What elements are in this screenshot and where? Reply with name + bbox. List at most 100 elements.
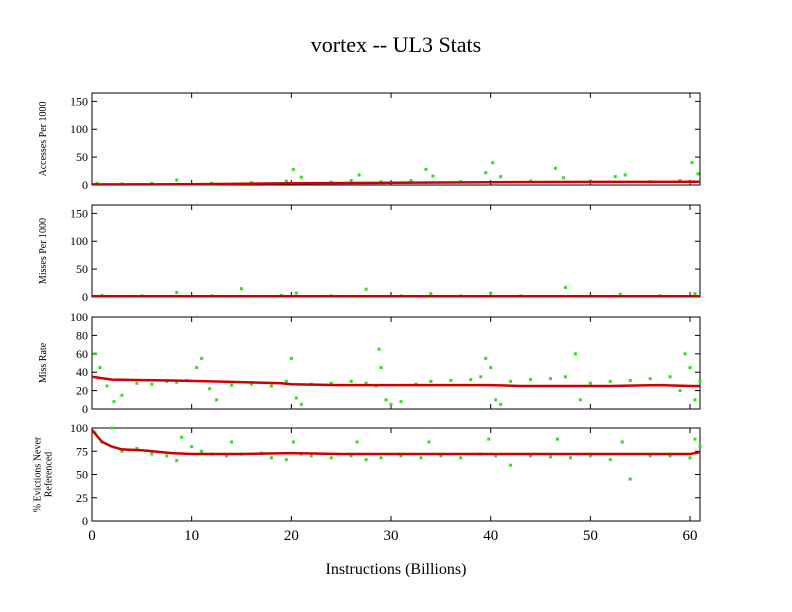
raw-data-point	[120, 393, 124, 397]
raw-data-point	[419, 456, 423, 460]
raw-data-point	[479, 375, 483, 379]
raw-data-point	[489, 366, 493, 370]
raw-data-point	[459, 456, 463, 460]
raw-data-point	[429, 379, 433, 383]
raw-data-point	[553, 166, 557, 170]
raw-data-point	[112, 400, 116, 404]
y-tick-label: 20	[76, 384, 88, 398]
average-line	[91, 429, 701, 456]
raw-data-point	[269, 456, 273, 460]
raw-data-point	[364, 381, 368, 385]
raw-data-point	[487, 437, 491, 441]
raw-data-point	[424, 167, 428, 171]
raw-data-point	[683, 352, 687, 356]
y-tick-label: 60	[76, 347, 88, 361]
raw-data-point	[364, 287, 368, 291]
x-tick-label: 50	[583, 528, 598, 544]
raw-data-point	[563, 375, 567, 379]
y-axis-label: Miss Rate	[38, 342, 49, 383]
y-axis-label: Misses Per 1000	[38, 218, 49, 284]
y-tick-label: 50	[76, 468, 88, 482]
raw-data-point	[613, 175, 617, 179]
y-tick-label: 0	[82, 402, 88, 416]
raw-data-point	[309, 454, 313, 458]
raw-data-point	[489, 291, 493, 295]
raw-data-point	[688, 456, 692, 460]
raw-data-point	[200, 356, 204, 360]
raw-data-point	[548, 455, 552, 459]
raw-data-point	[98, 366, 102, 370]
x-tick-label: 30	[384, 528, 399, 544]
average-line	[91, 375, 700, 388]
raw-data-point	[230, 440, 234, 444]
x-tick-label: 10	[184, 528, 199, 544]
raw-data-point	[269, 384, 273, 388]
y-axis-label: Referenced	[44, 452, 55, 498]
raw-data-point	[698, 445, 702, 449]
raw-data-point	[608, 458, 612, 462]
y-tick-label: 150	[70, 206, 88, 220]
raw-data-point	[494, 398, 498, 402]
raw-data-point	[349, 379, 353, 383]
raw-data-point	[165, 454, 169, 458]
raw-data-point	[696, 172, 700, 176]
y-tick-label: 150	[70, 94, 88, 108]
raw-data-point	[195, 366, 199, 370]
raw-data-point	[431, 174, 435, 178]
raw-data-point	[623, 173, 627, 177]
raw-data-point	[693, 437, 697, 441]
raw-data-point	[299, 175, 303, 179]
raw-data-point	[240, 287, 244, 291]
raw-data-point	[377, 347, 381, 351]
raw-data-point	[294, 396, 298, 400]
raw-data-point	[678, 389, 682, 393]
average-line	[91, 180, 701, 186]
raw-data-point	[180, 435, 184, 439]
raw-data-point	[93, 352, 97, 356]
raw-data-point	[110, 426, 114, 430]
raw-data-point	[284, 179, 288, 183]
raw-data-point	[379, 456, 383, 460]
raw-data-point	[690, 161, 694, 165]
raw-data-point	[668, 454, 672, 458]
raw-data-point	[509, 379, 513, 383]
raw-data-point	[175, 291, 179, 295]
y-tick-label: 80	[76, 328, 88, 342]
raw-data-point	[208, 387, 212, 391]
x-tick-label: 20	[284, 528, 299, 544]
panel-frame	[91, 92, 701, 186]
x-tick-label: 40	[483, 528, 498, 544]
raw-data-point	[499, 175, 503, 179]
raw-data-point	[135, 381, 139, 385]
raw-data-point	[568, 456, 572, 460]
raw-data-point	[230, 383, 234, 387]
raw-data-point	[289, 356, 293, 360]
raw-data-point	[469, 378, 473, 382]
raw-data-point	[499, 402, 503, 406]
raw-data-point	[364, 458, 368, 462]
y-tick-label: 100	[70, 421, 88, 435]
raw-data-point	[399, 400, 403, 404]
raw-data-point	[628, 378, 632, 382]
y-tick-label: 25	[76, 491, 88, 505]
raw-data-point	[291, 440, 295, 444]
raw-data-point	[668, 375, 672, 379]
raw-data-point	[578, 398, 582, 402]
y-tick-label: 100	[70, 234, 88, 248]
raw-data-point	[698, 379, 702, 383]
raw-data-point	[190, 445, 194, 449]
raw-data-point	[484, 171, 488, 175]
raw-data-point	[494, 454, 498, 458]
raw-data-point	[349, 179, 353, 183]
raw-data-point	[399, 454, 403, 458]
raw-data-point	[529, 454, 533, 458]
raw-data-point	[175, 459, 179, 463]
raw-data-point	[449, 378, 453, 382]
raw-data-point	[299, 402, 303, 406]
y-tick-label: 75	[76, 444, 88, 458]
raw-data-point	[150, 452, 154, 456]
raw-data-point	[284, 458, 288, 462]
raw-data-point	[135, 446, 139, 450]
raw-data-point	[620, 440, 624, 444]
